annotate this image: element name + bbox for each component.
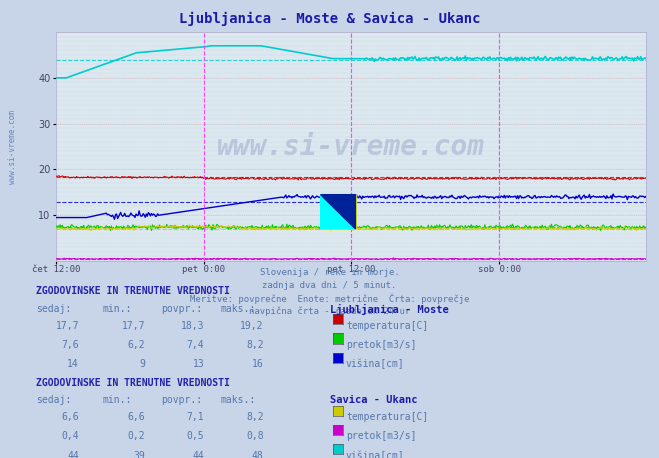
Text: 6,6: 6,6 <box>127 412 145 422</box>
Text: 6,6: 6,6 <box>61 412 79 422</box>
Text: 6,2: 6,2 <box>127 340 145 350</box>
Text: sedaj:: sedaj: <box>36 304 71 314</box>
Text: 0,4: 0,4 <box>61 431 79 442</box>
Text: Meritve: povprečne  Enote: metrične  Črta: povprečje: Meritve: povprečne Enote: metrične Črta:… <box>190 294 469 304</box>
Text: 39: 39 <box>133 451 145 458</box>
Text: 0,8: 0,8 <box>246 431 264 442</box>
Polygon shape <box>321 195 356 229</box>
Text: 48: 48 <box>252 451 264 458</box>
Text: Ljubljanica - Moste & Savica - Ukanc: Ljubljanica - Moste & Savica - Ukanc <box>179 11 480 26</box>
Text: povpr.:: povpr.: <box>161 304 202 314</box>
Text: 7,1: 7,1 <box>186 412 204 422</box>
Text: sedaj:: sedaj: <box>36 395 71 405</box>
Text: 0,2: 0,2 <box>127 431 145 442</box>
Text: min.:: min.: <box>102 304 132 314</box>
Text: Slovenija / reke in morje.: Slovenija / reke in morje. <box>260 268 399 277</box>
Text: 44: 44 <box>67 451 79 458</box>
Text: pretok[m3/s]: pretok[m3/s] <box>346 431 416 442</box>
Text: pretok[m3/s]: pretok[m3/s] <box>346 340 416 350</box>
Text: 19,2: 19,2 <box>240 321 264 331</box>
Text: maks.:: maks.: <box>221 304 256 314</box>
Text: maks.:: maks.: <box>221 395 256 405</box>
Text: povpr.:: povpr.: <box>161 395 202 405</box>
Text: www.si-vreme.com: www.si-vreme.com <box>8 109 17 184</box>
Polygon shape <box>321 195 356 229</box>
Text: višina[cm]: višina[cm] <box>346 359 405 370</box>
Text: 9: 9 <box>139 359 145 369</box>
Text: višina[cm]: višina[cm] <box>346 451 405 458</box>
Text: 0,5: 0,5 <box>186 431 204 442</box>
Text: ZGODOVINSKE IN TRENUTNE VREDNOSTI: ZGODOVINSKE IN TRENUTNE VREDNOSTI <box>36 286 230 296</box>
Text: 7,6: 7,6 <box>61 340 79 350</box>
Text: min.:: min.: <box>102 395 132 405</box>
Text: 18,3: 18,3 <box>181 321 204 331</box>
Text: 13: 13 <box>192 359 204 369</box>
Text: ZGODOVINSKE IN TRENUTNE VREDNOSTI: ZGODOVINSKE IN TRENUTNE VREDNOSTI <box>36 378 230 388</box>
Text: www.si-vreme.com: www.si-vreme.com <box>217 132 485 161</box>
Text: 14: 14 <box>67 359 79 369</box>
Text: 17,7: 17,7 <box>121 321 145 331</box>
Text: Ljubljanica - Moste: Ljubljanica - Moste <box>330 304 448 315</box>
Text: 44: 44 <box>192 451 204 458</box>
Text: 8,2: 8,2 <box>246 412 264 422</box>
Text: Savica - Ukanc: Savica - Ukanc <box>330 395 417 405</box>
Text: zadnja dva dni / 5 minut.: zadnja dva dni / 5 minut. <box>262 281 397 290</box>
Bar <box>321 195 356 229</box>
Text: temperatura[C]: temperatura[C] <box>346 321 428 331</box>
Text: 7,4: 7,4 <box>186 340 204 350</box>
Text: navpična črta - razdelek 24 ur: navpična črta - razdelek 24 ur <box>249 306 410 316</box>
Text: temperatura[C]: temperatura[C] <box>346 412 428 422</box>
Text: 8,2: 8,2 <box>246 340 264 350</box>
Text: 17,7: 17,7 <box>55 321 79 331</box>
Text: 16: 16 <box>252 359 264 369</box>
